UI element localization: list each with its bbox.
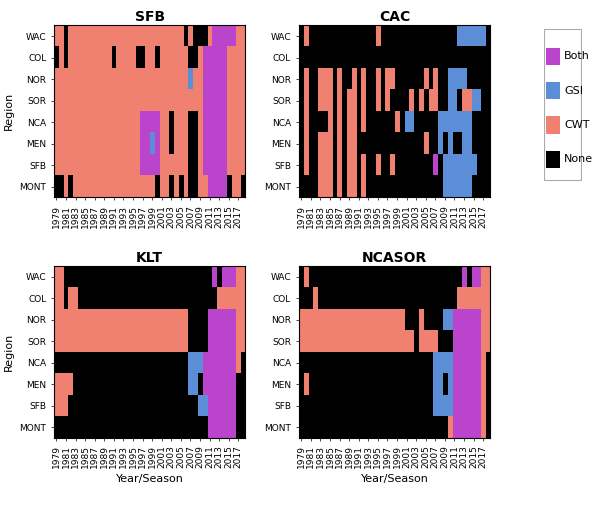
Text: None: None	[564, 154, 593, 164]
Y-axis label: Region: Region	[4, 333, 14, 371]
Bar	[545, 82, 560, 99]
Text: GSI: GSI	[564, 86, 583, 96]
Bar	[545, 151, 560, 168]
Title: KLT: KLT	[136, 251, 163, 265]
Bar	[545, 117, 560, 134]
Title: CAC: CAC	[379, 10, 410, 24]
Text: CWT: CWT	[564, 120, 589, 130]
Title: SFB: SFB	[134, 10, 165, 24]
X-axis label: Year/Season: Year/Season	[361, 474, 428, 484]
Title: NCASOR: NCASOR	[362, 251, 427, 265]
Text: Both: Both	[564, 51, 590, 62]
Y-axis label: Region: Region	[4, 92, 14, 130]
Bar	[545, 48, 560, 65]
X-axis label: Year/Season: Year/Season	[116, 474, 184, 484]
